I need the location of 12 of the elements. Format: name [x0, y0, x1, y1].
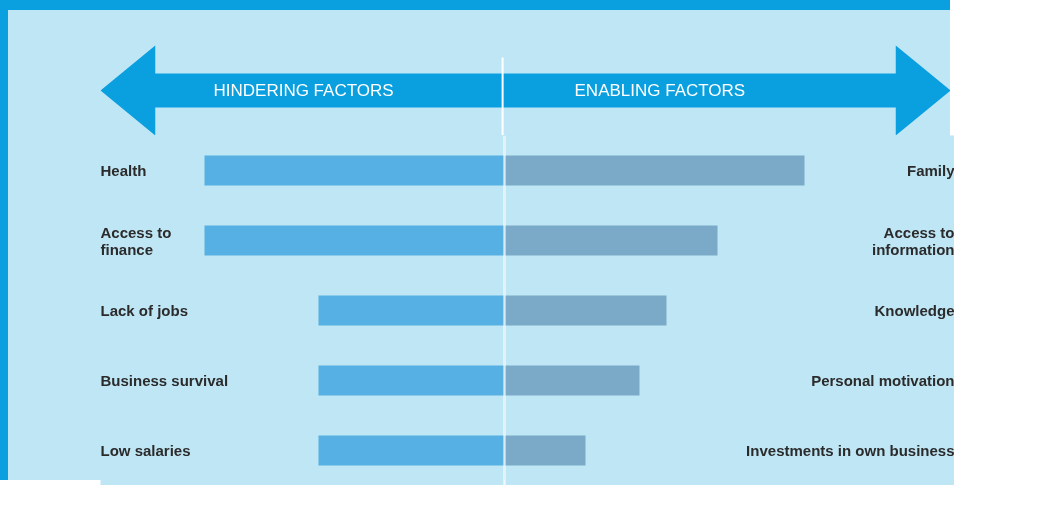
text: ENABLING FACTORS — [574, 81, 746, 100]
y-tick-label: Health — [100, 162, 147, 179]
y-tick-label: Access to finance — [100, 223, 172, 258]
y-tick-label: Knowledge — [874, 302, 955, 319]
y-tick-label: Family — [906, 162, 956, 179]
text: HINDERING FACTORS — [213, 81, 394, 100]
y-tick-label: Lack of jobs — [100, 302, 189, 319]
y-tick-label: Access to information — [872, 223, 955, 258]
y-tick-label: Personal motivation — [811, 372, 955, 389]
y-tick-label: Low salaries — [100, 442, 191, 459]
y-tick-label: Investments in own business — [746, 442, 955, 459]
y-tick-label: Business survival — [100, 372, 229, 389]
